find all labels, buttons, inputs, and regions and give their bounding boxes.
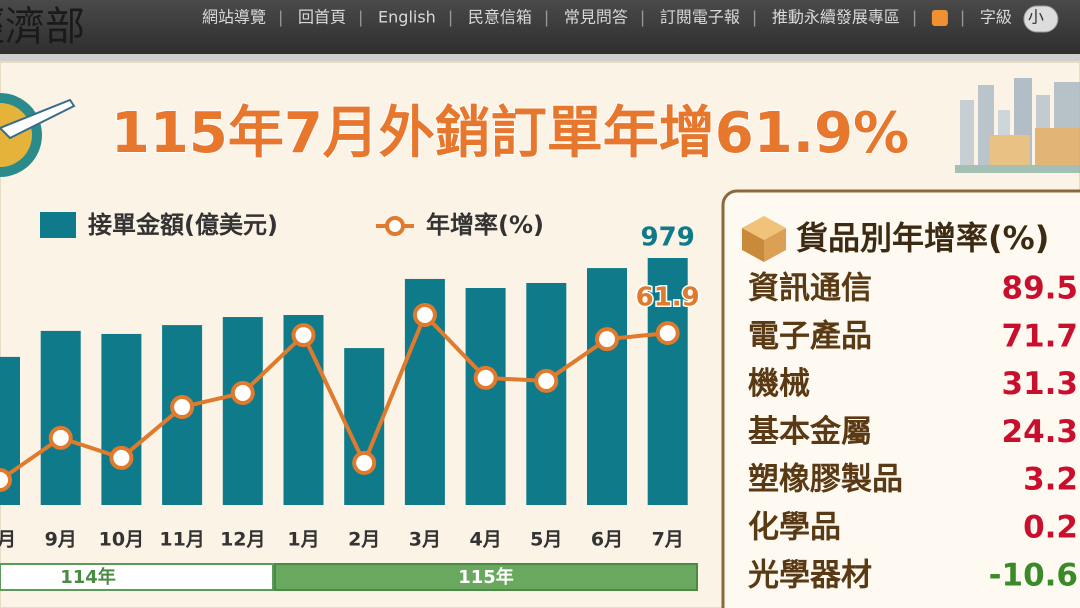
nav-separator: |: [358, 8, 363, 27]
goods-value: 0.2: [1023, 510, 1078, 546]
bar: [526, 282, 567, 505]
x-tick-label: 7月: [652, 529, 684, 551]
nav-separator: |: [278, 8, 283, 27]
legend-label: 接單金額(億美元): [88, 211, 278, 239]
goods-title: 貨品別年增率(%): [796, 219, 1049, 257]
goods-name: 塑橡膠製品: [748, 462, 903, 498]
goods-name: 光學器材: [748, 557, 872, 593]
year-label: 114年: [60, 566, 116, 588]
bar-value-label: 979: [641, 223, 695, 253]
nav-link[interactable]: 回首頁: [298, 8, 346, 27]
year-label: 115年: [458, 566, 514, 588]
nav-link[interactable]: 民意信箱: [468, 8, 532, 27]
growth-point: [655, 321, 680, 346]
bar: [647, 258, 688, 505]
goods-name: 機械: [748, 366, 810, 402]
bar: [587, 268, 627, 505]
x-tick-label: 4月: [469, 529, 501, 551]
goods-value: 71.7: [1002, 318, 1079, 354]
growth-point: [595, 327, 619, 352]
growth-point: [412, 303, 437, 327]
header-shadow: [0, 54, 1080, 62]
nav-separator: |: [640, 8, 645, 27]
x-tick-label: 1月: [287, 529, 319, 551]
growth-point: [230, 380, 255, 405]
x-tick-label: 3月: [409, 529, 441, 551]
nav-link[interactable]: 小: [1028, 8, 1044, 27]
plane-icon: [0, 98, 76, 140]
x-tick-label: 12月: [220, 529, 265, 551]
x-tick-label: 8月: [0, 529, 16, 551]
bar: [222, 317, 263, 505]
growth-point: [170, 395, 195, 420]
growth-point: [109, 445, 134, 470]
x-tick-label: 9月: [45, 529, 77, 551]
growth-point: [0, 468, 12, 492]
goods-panel: [721, 189, 1080, 608]
rss-icon[interactable]: [931, 10, 948, 26]
goods-value: -10.6: [989, 557, 1078, 593]
growth-point: [352, 450, 377, 475]
box-icon: [742, 216, 786, 262]
goods-value: 89.5: [1002, 271, 1079, 307]
goods-name: 基本金屬: [748, 414, 872, 450]
x-tick-label: 6月: [591, 529, 623, 551]
nav-separator: |: [448, 8, 453, 27]
goods-name: 化學品: [748, 510, 841, 546]
goods-name: 資訊通信: [748, 271, 872, 307]
bar: [465, 288, 506, 505]
nav-link[interactable]: 推動永續發展專區: [772, 8, 900, 27]
city-illustration: [955, 78, 1080, 173]
goods-value: 3.2: [1023, 462, 1078, 498]
nav-link[interactable]: 常見問答: [564, 8, 628, 27]
bar: [101, 333, 142, 505]
nav-link[interactable]: 訂閱電子報: [660, 8, 740, 27]
nav-link[interactable]: 網站導覽: [202, 8, 266, 27]
legend-swatch: [40, 212, 76, 238]
growth-point: [534, 368, 559, 393]
legend-swatch: [385, 216, 405, 236]
header-bar: [0, 0, 1080, 54]
nav-separator: |: [752, 8, 757, 27]
x-tick-label: 10月: [99, 529, 144, 551]
legend-label: 年增率(%): [426, 211, 544, 239]
nav-link[interactable]: English: [378, 8, 436, 27]
goods-value: 24.3: [1002, 414, 1079, 450]
infographic-border: [0, 61, 1080, 608]
nav-separator: |: [960, 8, 965, 27]
goods-value: 31.3: [1002, 366, 1079, 402]
nav-separator: |: [544, 8, 549, 27]
x-tick-label: 2月: [348, 529, 380, 551]
growth-point: [473, 365, 498, 390]
year-band: [274, 563, 698, 591]
chart-title: 115年7月外銷訂單年增61.9%: [111, 101, 909, 166]
logo[interactable]: 經濟部: [0, 4, 85, 50]
bar: [40, 330, 81, 505]
font-size-button[interactable]: [1023, 5, 1059, 33]
growth-point: [291, 323, 316, 348]
nav-link[interactable]: 字級: [980, 8, 1012, 27]
year-band: [0, 563, 274, 591]
growth-value-label: 61.9: [636, 283, 700, 313]
growth-point: [48, 425, 73, 450]
x-tick-label: 11月: [159, 529, 204, 551]
goods-name: 電子產品: [748, 318, 872, 354]
nav-separator: |: [912, 8, 917, 27]
x-tick-label: 5月: [530, 529, 562, 551]
